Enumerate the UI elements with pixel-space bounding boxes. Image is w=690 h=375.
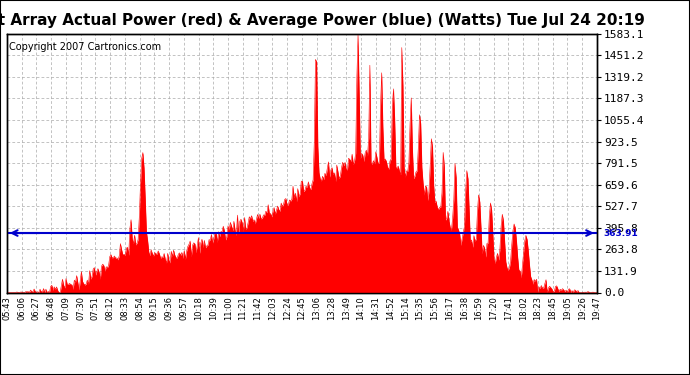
Text: 17:20: 17:20 [489, 296, 498, 320]
Text: 13:49: 13:49 [342, 296, 351, 320]
Text: 11:42: 11:42 [253, 296, 262, 320]
Text: 10:18: 10:18 [194, 296, 203, 320]
Text: 10:39: 10:39 [209, 296, 218, 320]
Text: 12:24: 12:24 [283, 296, 292, 320]
Text: 12:03: 12:03 [268, 296, 277, 320]
Text: 19:26: 19:26 [578, 296, 586, 320]
Text: 13:06: 13:06 [312, 296, 321, 320]
Text: 14:10: 14:10 [356, 296, 366, 320]
Text: 08:33: 08:33 [120, 296, 130, 320]
Text: 15:35: 15:35 [415, 296, 424, 320]
Text: Copyright 2007 Cartronics.com: Copyright 2007 Cartronics.com [9, 42, 161, 51]
Text: 19:47: 19:47 [592, 296, 602, 320]
Text: 13:28: 13:28 [327, 296, 336, 320]
Text: 19:05: 19:05 [563, 296, 572, 320]
Text: 18:23: 18:23 [533, 296, 542, 320]
Text: 16:17: 16:17 [445, 296, 454, 320]
Text: 07:30: 07:30 [76, 296, 85, 320]
Text: 15:56: 15:56 [430, 296, 439, 320]
Text: West Array Actual Power (red) & Average Power (blue) (Watts) Tue Jul 24 20:19: West Array Actual Power (red) & Average … [0, 13, 645, 28]
Text: 14:31: 14:31 [371, 296, 380, 320]
Text: 06:06: 06:06 [17, 296, 26, 320]
Text: 17:41: 17:41 [504, 296, 513, 320]
Text: 363.91: 363.91 [604, 228, 638, 237]
Text: 07:09: 07:09 [61, 296, 70, 320]
Text: 09:57: 09:57 [179, 296, 188, 320]
Text: 06:27: 06:27 [32, 296, 41, 320]
Text: 06:48: 06:48 [47, 296, 56, 320]
Text: 08:12: 08:12 [106, 296, 115, 320]
Text: 08:54: 08:54 [135, 296, 144, 320]
Text: 15:14: 15:14 [401, 296, 410, 320]
Text: 09:36: 09:36 [165, 296, 174, 320]
Text: 18:02: 18:02 [519, 296, 528, 320]
Text: 09:15: 09:15 [150, 296, 159, 320]
Text: 11:00: 11:00 [224, 296, 233, 320]
Text: 14:52: 14:52 [386, 296, 395, 320]
Text: 363.91: 363.91 [0, 228, 1, 237]
Text: 16:59: 16:59 [474, 296, 484, 320]
Text: 05:43: 05:43 [2, 296, 12, 320]
Text: 11:21: 11:21 [238, 296, 248, 320]
Text: 18:45: 18:45 [548, 296, 557, 320]
Text: 16:38: 16:38 [460, 296, 469, 320]
Text: 07:51: 07:51 [91, 296, 100, 320]
Text: 12:45: 12:45 [297, 296, 306, 320]
